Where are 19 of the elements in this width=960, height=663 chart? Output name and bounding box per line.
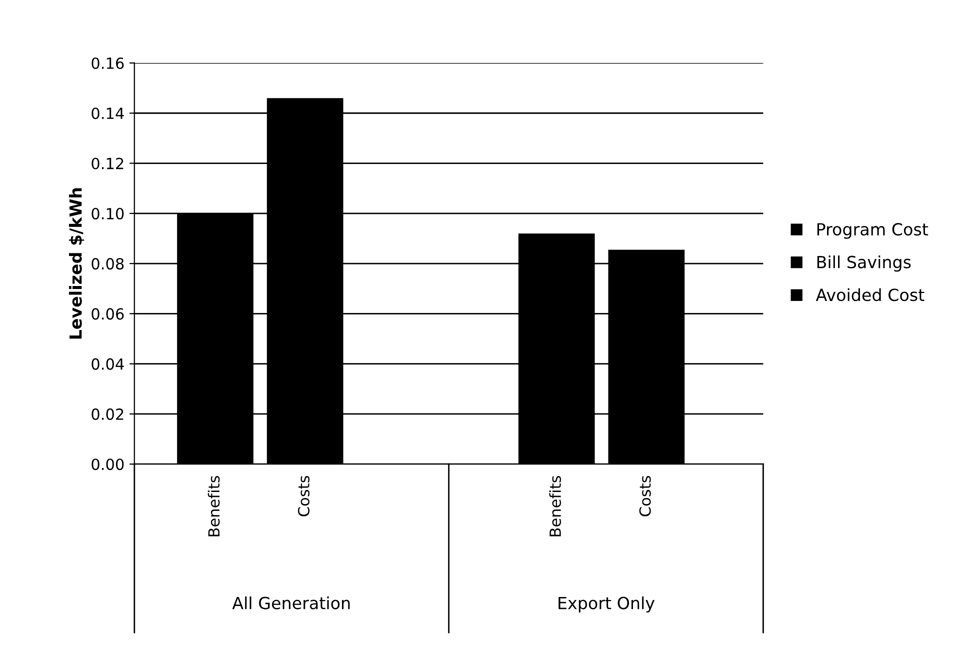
- x-tick-label: Costs: [298, 476, 310, 516]
- legend-label: Bill Savings: [817, 255, 911, 272]
- y-tick-label: 0.00: [92, 458, 124, 470]
- y-tick-label: 0.10: [92, 208, 124, 220]
- y-tick-label: 0.08: [92, 258, 124, 270]
- y-tick-label: 0.14: [92, 108, 124, 120]
- text: Export Only: [558, 596, 655, 613]
- y-tick-label: 0.04: [92, 358, 124, 370]
- x-tick-label: Benefits: [208, 476, 220, 536]
- text: All Generation: [232, 596, 350, 610]
- y-tick-label: 0.12: [92, 158, 124, 170]
- y-tick-label: 0.02: [92, 408, 124, 420]
- x-tick-label: Costs: [639, 476, 651, 516]
- x-tick-label: Benefits: [549, 476, 562, 536]
- y-axis-title: Levelized $/kWh: [68, 188, 84, 339]
- y-tick-label: 0.06: [92, 308, 124, 320]
- legend-label: Program Cost: [817, 222, 928, 239]
- legend-label: Avoided Cost: [816, 288, 924, 302]
- y-tick-label: 0.16: [92, 57, 124, 70]
